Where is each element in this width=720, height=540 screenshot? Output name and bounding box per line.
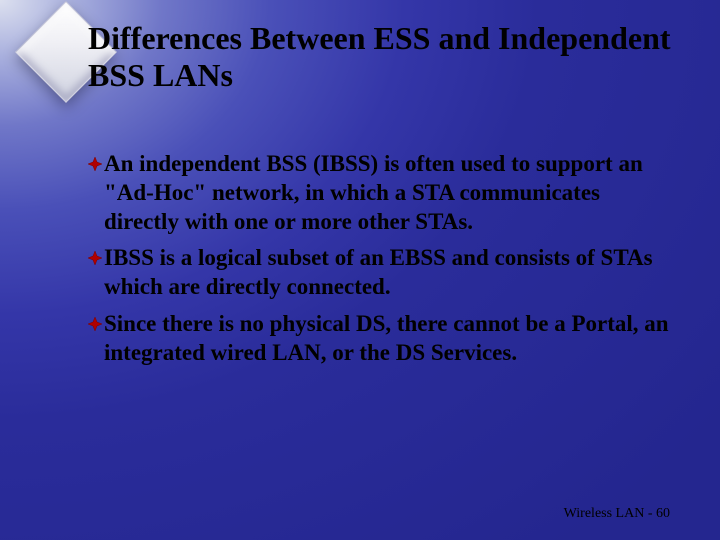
bullet-icon	[88, 317, 102, 331]
bullet-text: An independent BSS (IBSS) is often used …	[104, 150, 670, 236]
bullet-item: Since there is no physical DS, there can…	[88, 310, 670, 368]
slide-title: Differences Between ESS and Independent …	[88, 20, 680, 94]
bullet-text: Since there is no physical DS, there can…	[104, 310, 670, 368]
bullet-text: IBSS is a logical subset of an EBSS and …	[104, 244, 670, 302]
bullet-item: IBSS is a logical subset of an EBSS and …	[88, 244, 670, 302]
bullet-icon	[88, 157, 102, 171]
slide-footer: Wireless LAN - 60	[564, 506, 670, 522]
bullet-icon	[88, 251, 102, 265]
slide-body: An independent BSS (IBSS) is often used …	[88, 150, 670, 375]
bullet-item: An independent BSS (IBSS) is often used …	[88, 150, 670, 236]
